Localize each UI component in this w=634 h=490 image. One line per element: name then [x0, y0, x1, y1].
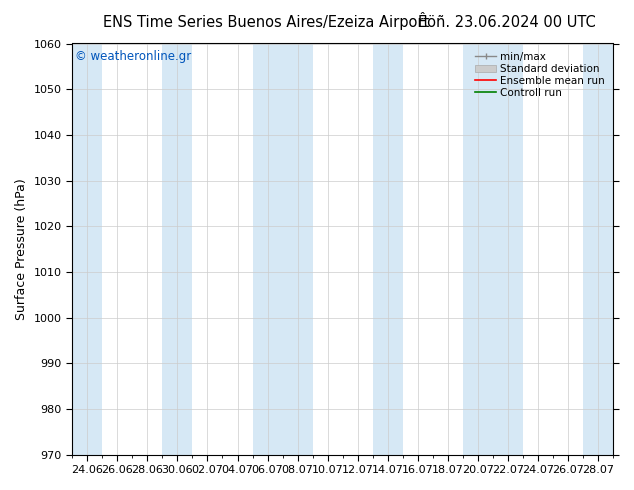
Text: ENS Time Series Buenos Aires/Ezeiza Airport: ENS Time Series Buenos Aires/Ezeiza Airp… — [103, 15, 429, 30]
Bar — [72, 44, 102, 455]
Legend: min/max, Standard deviation, Ensemble mean run, Controll run: min/max, Standard deviation, Ensemble me… — [472, 49, 608, 101]
Text: © weatheronline.gr: © weatheronline.gr — [75, 49, 191, 63]
Bar — [463, 44, 493, 455]
Bar — [583, 44, 614, 455]
Text: Êöñ. 23.06.2024 00 UTC: Êöñ. 23.06.2024 00 UTC — [418, 15, 596, 30]
Y-axis label: Surface Pressure (hPa): Surface Pressure (hPa) — [15, 178, 28, 320]
Bar — [493, 44, 523, 455]
Bar — [373, 44, 403, 455]
Bar — [252, 44, 283, 455]
Bar — [162, 44, 192, 455]
Bar — [283, 44, 313, 455]
